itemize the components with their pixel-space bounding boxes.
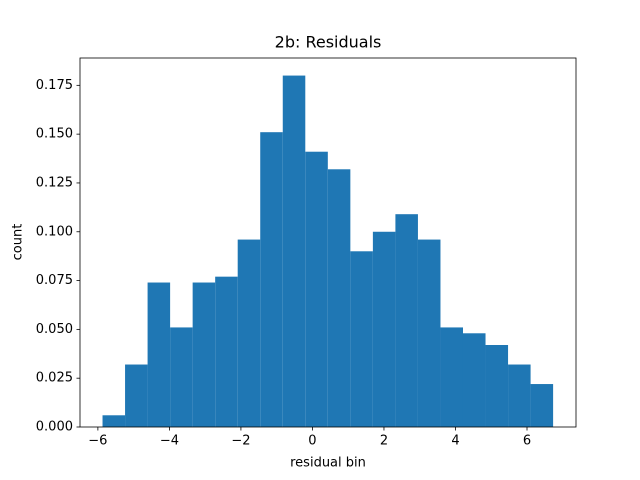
bar [102, 415, 126, 427]
bar [417, 239, 441, 427]
axes-frame [79, 57, 577, 428]
bar [170, 327, 193, 427]
plot-area [102, 75, 554, 428]
bar [237, 239, 261, 427]
y-tick-label: 0.175 [36, 78, 73, 93]
chart-title: 2b: Residuals [275, 33, 382, 52]
bar [462, 333, 486, 427]
bar [282, 75, 306, 428]
x-tick-label: −4 [160, 434, 179, 449]
bar [440, 327, 463, 427]
bar [395, 214, 418, 427]
bar [125, 364, 148, 427]
bar [260, 132, 283, 427]
bar [372, 231, 396, 427]
bar [508, 364, 531, 427]
y-tick-label: 0.075 [36, 273, 73, 288]
y-tick-label: 0.000 [36, 420, 73, 435]
bar [350, 251, 373, 427]
y-tick-label: 0.125 [36, 175, 73, 190]
x-tick-label: 0 [308, 434, 316, 449]
bar [215, 276, 238, 427]
bar [485, 345, 509, 427]
x-tick-label: 4 [451, 434, 459, 449]
x-tick-label: 2 [380, 434, 388, 449]
x-axis-label: residual bin [290, 456, 366, 471]
y-tick-label: 0.050 [36, 322, 73, 337]
bar [327, 169, 351, 428]
x-tick-label: −6 [88, 434, 107, 449]
x-tick-label: 6 [523, 434, 531, 449]
bar [147, 282, 171, 427]
y-tick-label: 0.025 [36, 371, 73, 386]
x-tick-label: −2 [231, 434, 250, 449]
bar [530, 384, 554, 427]
bar [305, 151, 328, 427]
y-tick-label: 0.150 [36, 127, 73, 142]
bar [192, 282, 216, 427]
y-axis-label: count [11, 224, 26, 261]
y-tick-label: 0.100 [36, 224, 73, 239]
